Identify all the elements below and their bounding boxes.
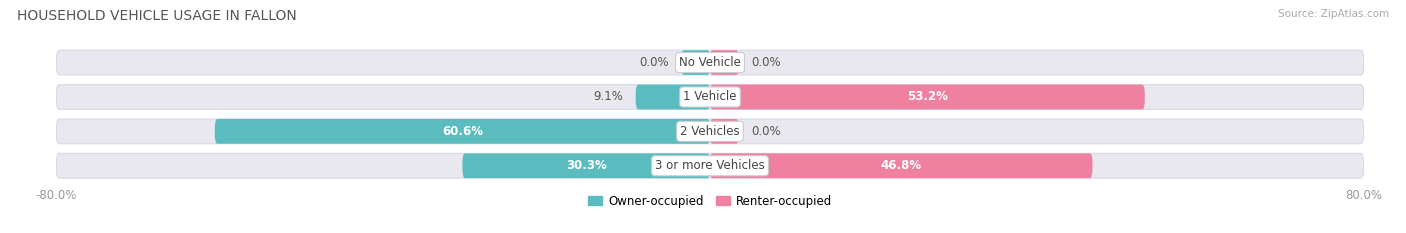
Text: 9.1%: 9.1% xyxy=(593,90,623,103)
FancyBboxPatch shape xyxy=(215,119,710,144)
Text: HOUSEHOLD VEHICLE USAGE IN FALLON: HOUSEHOLD VEHICLE USAGE IN FALLON xyxy=(17,9,297,23)
FancyBboxPatch shape xyxy=(56,85,1364,109)
Text: 0.0%: 0.0% xyxy=(751,56,780,69)
FancyBboxPatch shape xyxy=(710,153,1092,178)
Text: 0.0%: 0.0% xyxy=(640,56,669,69)
FancyBboxPatch shape xyxy=(56,153,1364,178)
Text: No Vehicle: No Vehicle xyxy=(679,56,741,69)
Text: 46.8%: 46.8% xyxy=(880,159,922,172)
FancyBboxPatch shape xyxy=(463,153,710,178)
FancyBboxPatch shape xyxy=(56,119,1364,144)
Text: 60.6%: 60.6% xyxy=(441,125,482,138)
Legend: Owner-occupied, Renter-occupied: Owner-occupied, Renter-occupied xyxy=(583,190,837,212)
Text: Source: ZipAtlas.com: Source: ZipAtlas.com xyxy=(1278,9,1389,19)
FancyBboxPatch shape xyxy=(710,50,738,75)
Text: 1 Vehicle: 1 Vehicle xyxy=(683,90,737,103)
Text: 53.2%: 53.2% xyxy=(907,90,948,103)
FancyBboxPatch shape xyxy=(682,50,710,75)
Text: 3 or more Vehicles: 3 or more Vehicles xyxy=(655,159,765,172)
FancyBboxPatch shape xyxy=(710,119,738,144)
FancyBboxPatch shape xyxy=(636,85,710,109)
Text: 30.3%: 30.3% xyxy=(565,159,606,172)
Text: 2 Vehicles: 2 Vehicles xyxy=(681,125,740,138)
FancyBboxPatch shape xyxy=(56,50,1364,75)
FancyBboxPatch shape xyxy=(710,85,1144,109)
Text: 0.0%: 0.0% xyxy=(751,125,780,138)
